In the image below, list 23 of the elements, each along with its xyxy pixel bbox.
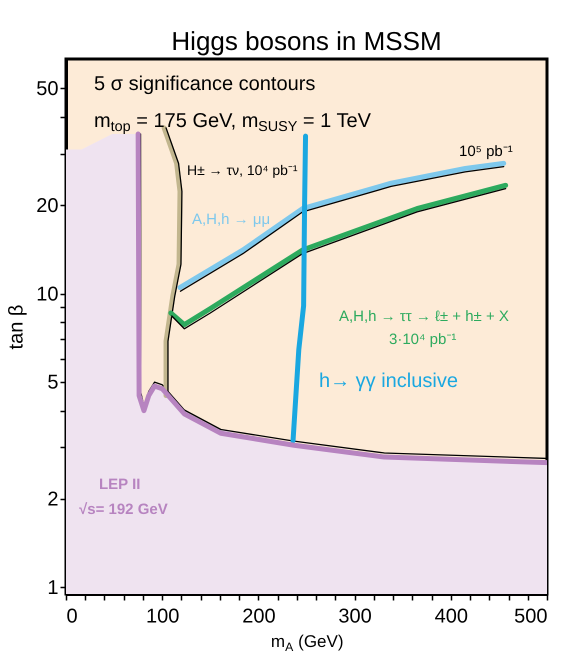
annotation: h→ γγ inclusive bbox=[319, 370, 458, 392]
x-tick-label: 400 bbox=[434, 606, 468, 628]
annotation: A,H,h → μμ bbox=[192, 211, 270, 228]
annotation: √s= 192 GeV bbox=[79, 501, 168, 518]
annotation: 5 σ significance contours bbox=[94, 73, 316, 95]
annotation: 10⁵ pb⁻¹ bbox=[459, 143, 513, 160]
y-axis-title: tan β bbox=[5, 304, 28, 350]
x-tick-label: 200 bbox=[242, 606, 276, 628]
y-tick-label: 10 bbox=[36, 283, 58, 306]
annotation: LEP II bbox=[99, 476, 140, 493]
y-tick-label: 1 bbox=[47, 576, 58, 599]
y-tick-label: 50 bbox=[36, 78, 58, 100]
x-tick-label: 0 bbox=[66, 606, 78, 628]
x-tick-label: 300 bbox=[338, 606, 372, 628]
annotation: A,H,h → ττ → ℓ± + h± + X bbox=[339, 308, 509, 325]
y-tick-label: 5 bbox=[47, 372, 58, 394]
annotation: 3·10⁴ pb⁻¹ bbox=[389, 331, 456, 348]
y-tick-label: 20 bbox=[36, 194, 58, 217]
x-tick-label: 500 bbox=[514, 606, 548, 628]
annotation: H± → τν, 10⁴ pb⁻¹ bbox=[187, 162, 298, 178]
y-tick-label: 2 bbox=[47, 488, 58, 511]
x-tick-label: 100 bbox=[146, 606, 180, 628]
chart-title: Higgs bosons in MSSM bbox=[171, 26, 442, 56]
